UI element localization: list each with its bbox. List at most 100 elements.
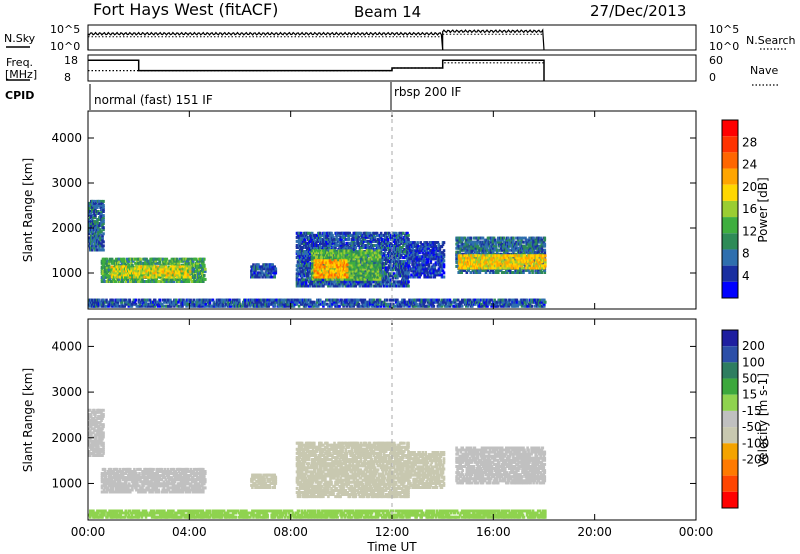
data-cell bbox=[315, 241, 318, 245]
data-cell bbox=[181, 267, 185, 271]
data-cell bbox=[374, 263, 378, 267]
data-cell bbox=[102, 244, 105, 248]
data-cell bbox=[324, 263, 327, 267]
data-cell bbox=[177, 263, 181, 267]
plot-title: Fort Hays West (fitACF) bbox=[93, 0, 278, 19]
data-cell bbox=[364, 282, 368, 286]
data-cell bbox=[369, 251, 373, 255]
data-cell bbox=[102, 240, 105, 244]
data-cell bbox=[339, 271, 343, 275]
data-cell bbox=[369, 233, 373, 237]
data-cell bbox=[197, 261, 201, 265]
data-cell bbox=[359, 282, 363, 286]
noise-left-tick-top: 10^5 bbox=[50, 23, 80, 36]
data-cell bbox=[203, 263, 206, 267]
data-cell bbox=[423, 271, 426, 275]
data-cell bbox=[184, 269, 188, 273]
data-cell bbox=[127, 261, 130, 265]
data-cell bbox=[367, 277, 371, 281]
data-cell bbox=[349, 277, 352, 281]
data-cell bbox=[199, 277, 202, 281]
data-cell bbox=[413, 251, 416, 255]
data-cell bbox=[414, 261, 417, 265]
data-cell bbox=[266, 265, 269, 269]
data-cell bbox=[328, 282, 331, 286]
data-cell bbox=[92, 230, 95, 234]
data-cell bbox=[329, 275, 333, 279]
data-cell bbox=[356, 239, 360, 243]
data-cell bbox=[322, 275, 326, 279]
data-cell bbox=[102, 228, 105, 232]
data-cell bbox=[117, 257, 121, 261]
data-cell bbox=[127, 267, 130, 271]
data-cell bbox=[308, 244, 312, 247]
data-cell bbox=[110, 280, 114, 283]
data-cell bbox=[424, 263, 427, 267]
data-cell bbox=[366, 282, 370, 286]
data-cell bbox=[200, 257, 203, 261]
data-cell bbox=[313, 280, 316, 284]
data-cell bbox=[385, 284, 389, 288]
data-cell bbox=[88, 208, 91, 211]
data-cell bbox=[190, 269, 194, 273]
data-cell bbox=[134, 265, 137, 269]
data-cell bbox=[378, 273, 382, 277]
data-cell bbox=[330, 255, 333, 259]
data-cell bbox=[161, 267, 165, 271]
data-cell bbox=[180, 275, 184, 279]
data-cell bbox=[330, 231, 333, 235]
data-cell bbox=[306, 231, 310, 235]
data-cell bbox=[416, 255, 419, 259]
data-cell bbox=[318, 267, 322, 271]
data-cell bbox=[103, 280, 107, 283]
data-cell bbox=[199, 259, 202, 263]
data-cell bbox=[145, 257, 148, 261]
data-cell bbox=[295, 235, 299, 239]
data-cell bbox=[319, 235, 322, 239]
data-cell bbox=[107, 269, 111, 273]
data-cell bbox=[402, 244, 405, 247]
noise-panel-frame bbox=[87, 24, 697, 51]
data-cell bbox=[407, 255, 410, 259]
data-cell bbox=[372, 273, 376, 277]
data-cell bbox=[342, 239, 345, 243]
data-cell bbox=[360, 235, 364, 239]
data-cell bbox=[385, 282, 389, 286]
data-cell bbox=[423, 275, 426, 279]
data-cell bbox=[389, 280, 392, 284]
data-cell bbox=[191, 265, 195, 269]
data-cell bbox=[91, 218, 94, 222]
data-cell bbox=[100, 203, 103, 207]
data-cell bbox=[331, 257, 334, 261]
data-cell bbox=[378, 275, 382, 279]
data-cell bbox=[341, 269, 345, 273]
data-cell bbox=[362, 253, 366, 257]
data-cell bbox=[273, 273, 276, 277]
data-cell bbox=[144, 259, 147, 263]
data-cell bbox=[297, 237, 301, 241]
data-cell bbox=[304, 260, 308, 264]
data-cell bbox=[375, 231, 379, 235]
data-cell bbox=[342, 259, 346, 263]
data-cell bbox=[376, 282, 380, 286]
data-cell bbox=[335, 273, 339, 277]
data-cell bbox=[365, 284, 369, 288]
data-cell bbox=[186, 273, 190, 277]
data-cell bbox=[314, 246, 317, 249]
data-cell bbox=[357, 244, 361, 247]
data-cell bbox=[405, 233, 408, 237]
data-cell bbox=[325, 269, 328, 273]
data-cell bbox=[101, 238, 104, 242]
data-cell bbox=[345, 263, 349, 267]
data-cell bbox=[161, 275, 165, 279]
data-cell bbox=[319, 263, 323, 267]
data-cell bbox=[156, 269, 159, 273]
data-cell bbox=[442, 271, 446, 275]
data-cell bbox=[338, 280, 341, 284]
data-cell bbox=[413, 275, 416, 279]
data-cell bbox=[386, 258, 390, 262]
data-cell bbox=[380, 272, 384, 276]
data-cell bbox=[323, 235, 326, 239]
data-cell bbox=[171, 267, 175, 271]
data-cell bbox=[420, 247, 423, 251]
